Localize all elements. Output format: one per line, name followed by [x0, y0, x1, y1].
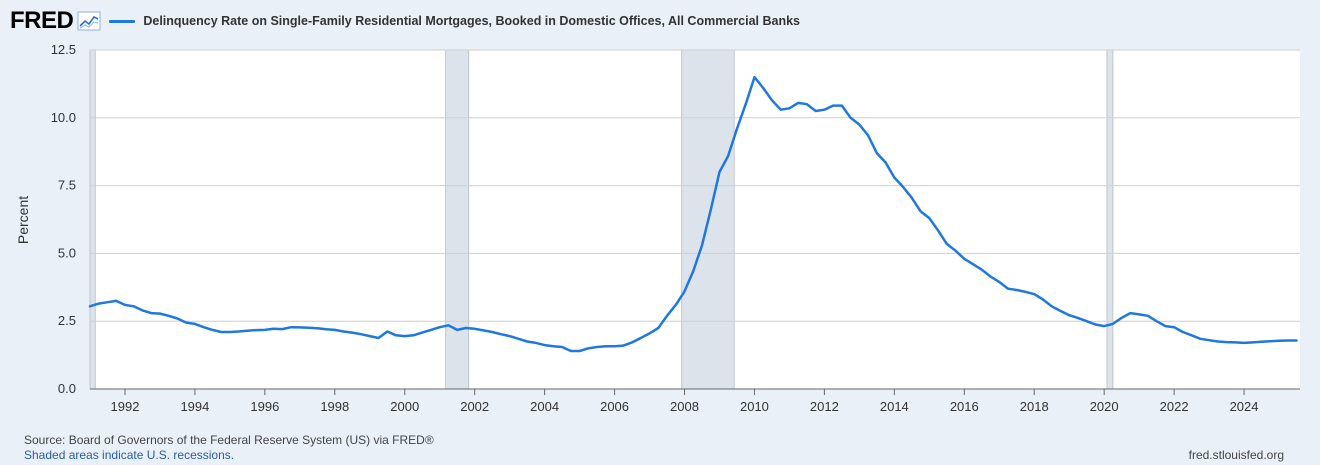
x-tick-label: 2008 [670, 399, 699, 414]
chart-header: FRED Delinquency Rate on Single-Family R… [10, 8, 800, 34]
x-tick-label: 1992 [111, 399, 140, 414]
legend-swatch [109, 19, 136, 23]
x-axis: 1992 1994 1996 1998 2000 2002 2004 2006 2008 2010… [111, 389, 1259, 414]
recession-band [89, 49, 96, 390]
series-title: Delinquency Rate on Single-Family Reside… [143, 14, 800, 28]
x-tick-label: 2020 [1090, 399, 1119, 414]
y-tick-label: 2.5 [58, 313, 76, 328]
line-graph-icon [77, 11, 101, 31]
x-tick-label: 2016 [950, 399, 979, 414]
y-tick-label: 7.5 [58, 178, 76, 193]
x-tick-label: 2000 [390, 399, 419, 414]
site-url[interactable]: fred.stlouisfed.org [1188, 448, 1284, 462]
series-layer [88, 75, 1298, 353]
recession-band [1106, 49, 1114, 390]
x-tick-label: 2004 [530, 399, 559, 414]
x-tick-label: 2010 [740, 399, 769, 414]
x-tick-label: 2002 [460, 399, 489, 414]
y-axis-title: Percent [15, 196, 31, 244]
x-tick-label: 1998 [320, 399, 349, 414]
recession-note[interactable]: Shaded areas indicate U.S. recessions. [24, 448, 235, 462]
gridlines [90, 49, 1300, 322]
x-tick-label: 1994 [180, 399, 209, 414]
y-tick-label: 12.5 [51, 42, 76, 57]
x-tick-label: 2018 [1020, 399, 1049, 414]
x-tick-label: 2012 [810, 399, 839, 414]
x-tick-label: 2022 [1160, 399, 1189, 414]
line-chart: 0.0 2.5 5.0 7.5 10.0 12.5 1992 1994 1996 1998 200… [15, 42, 1300, 414]
recession-bands [89, 49, 1114, 390]
fred-logo[interactable]: FRED [10, 7, 74, 34]
x-tick-label: 2014 [880, 399, 909, 414]
source-note: Source: Board of Governors of the Federa… [24, 433, 434, 447]
y-tick-label: 5.0 [58, 245, 76, 260]
x-tick-label: 2024 [1230, 399, 1259, 414]
y-tick-label: 10.0 [51, 110, 76, 125]
series-line[interactable] [88, 75, 1298, 353]
y-tick-label: 0.0 [58, 381, 76, 396]
x-tick-label: 2006 [600, 399, 629, 414]
x-tick-label: 1996 [250, 399, 279, 414]
y-axis: 0.0 2.5 5.0 7.5 10.0 12.5 [51, 42, 76, 396]
recession-band [445, 49, 470, 390]
